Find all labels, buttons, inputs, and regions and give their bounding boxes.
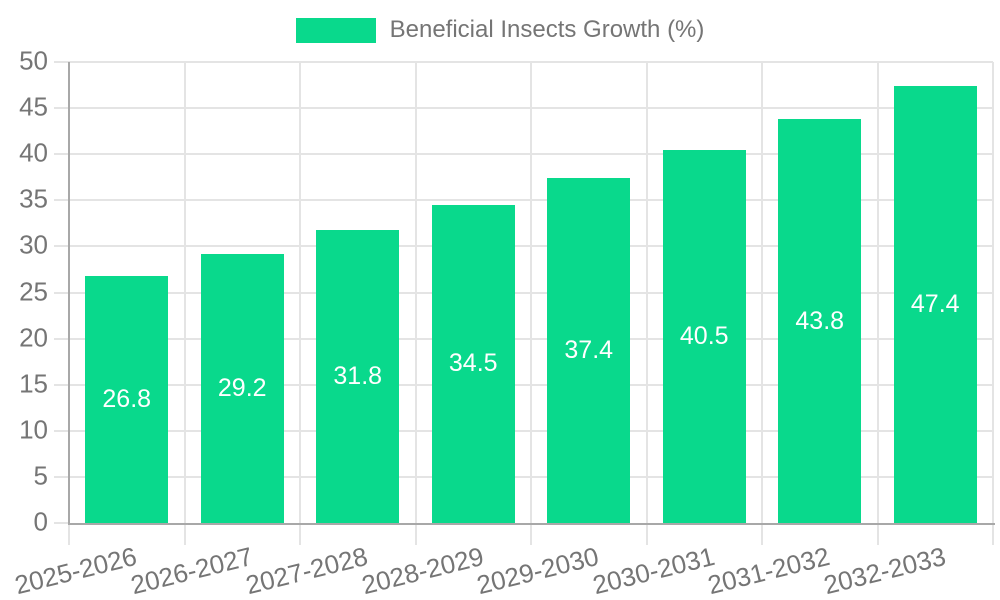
bar-value-label: 34.5	[448, 349, 498, 378]
y-axis-tick	[54, 153, 69, 156]
y-tick-label: 15	[19, 367, 48, 398]
y-axis-tick	[54, 337, 69, 340]
y-axis-line	[68, 62, 70, 525]
bar[interactable]: 47.4	[893, 85, 977, 523]
y-tick-label: 35	[19, 183, 48, 214]
legend-label: Beneficial Insects Growth (%)	[389, 16, 705, 43]
y-tick-label: 10	[19, 414, 48, 445]
y-tick-label: 45	[19, 91, 48, 122]
y-tick-label: 30	[19, 229, 48, 260]
x-axis-tick	[68, 525, 70, 545]
y-axis-tick	[54, 245, 69, 248]
y-axis-tick	[54, 475, 69, 478]
bar[interactable]: 40.5	[662, 149, 746, 523]
bar-value-label: 47.4	[910, 289, 960, 318]
bar-value-label: 43.8	[795, 306, 845, 335]
gridline-vertical	[530, 62, 532, 523]
y-axis-tick	[54, 522, 69, 524]
x-tick-label: 2030-2031	[589, 541, 718, 600]
gridline-vertical	[645, 62, 648, 523]
gridline-vertical	[761, 62, 763, 523]
legend-swatch	[295, 17, 376, 43]
x-axis-tick	[645, 525, 648, 545]
y-tick-label: 50	[19, 45, 48, 76]
y-axis-tick	[54, 61, 69, 63]
y-tick-label: 25	[19, 275, 48, 306]
y-tick-label: 20	[19, 321, 48, 352]
gridline-vertical	[414, 62, 417, 523]
bar[interactable]: 37.4	[547, 178, 631, 523]
gridline-vertical	[992, 62, 994, 523]
y-axis-tick	[54, 429, 69, 432]
y-axis-tick	[54, 199, 69, 202]
bar-value-label: 40.5	[679, 321, 729, 350]
legend[interactable]: Beneficial Insects Growth (%)	[0, 16, 1000, 44]
bar[interactable]: 31.8	[316, 229, 400, 523]
bar[interactable]: 29.2	[200, 253, 284, 523]
x-axis-tick	[183, 525, 186, 545]
bar-value-label: 37.4	[564, 336, 614, 365]
x-tick-label: 2027-2028	[243, 541, 372, 600]
x-axis-tick	[992, 525, 994, 545]
x-axis-tick	[299, 525, 301, 545]
x-tick-label: 2028-2029	[358, 541, 487, 600]
bar[interactable]: 43.8	[778, 119, 862, 523]
y-axis-tick	[54, 291, 69, 294]
bar[interactable]: 34.5	[431, 204, 515, 523]
x-axis-tick	[761, 525, 763, 545]
y-tick-label: 40	[19, 137, 48, 168]
bar-value-label: 26.8	[102, 384, 152, 413]
gridline-vertical	[183, 62, 186, 523]
x-tick-label: 2032-2033	[820, 541, 949, 600]
x-tick-label: 2031-2032	[705, 541, 834, 600]
bar-value-label: 29.2	[217, 373, 267, 402]
y-tick-label: 5	[33, 460, 48, 491]
x-axis-line	[68, 523, 995, 525]
y-tick-label: 0	[33, 506, 48, 537]
y-axis-tick	[54, 383, 69, 386]
bar-value-label: 31.8	[333, 361, 383, 390]
y-axis-tick	[54, 107, 69, 110]
x-tick-label: 2029-2030	[474, 541, 603, 600]
bar[interactable]: 26.8	[85, 275, 169, 523]
x-axis-tick	[530, 525, 532, 545]
gridline-vertical	[876, 62, 879, 523]
x-tick-label: 2026-2027	[127, 541, 256, 600]
x-tick-label: 2025-2026	[12, 541, 141, 600]
gridline-vertical	[299, 62, 301, 523]
x-axis-tick	[414, 525, 417, 545]
x-axis-tick	[876, 525, 879, 545]
